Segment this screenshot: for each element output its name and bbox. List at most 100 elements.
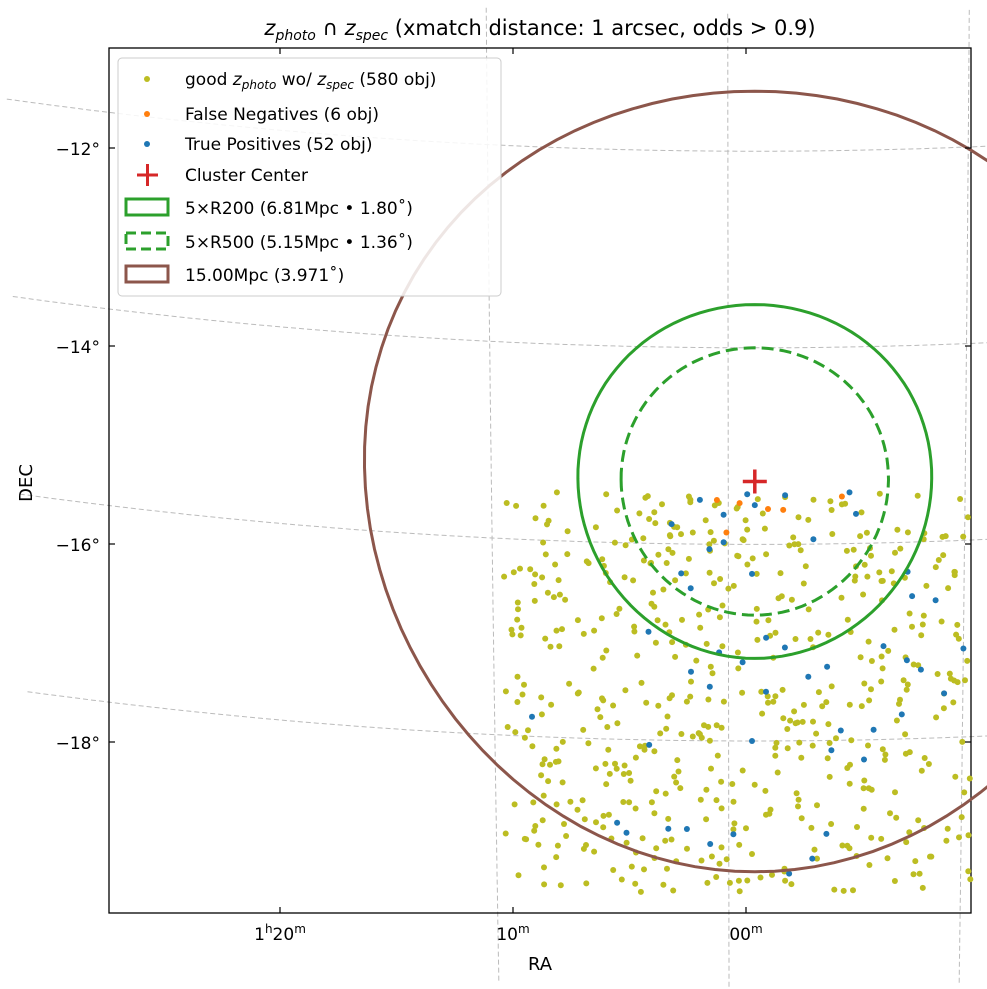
scatter-point: [538, 772, 545, 779]
scatter-point: [652, 639, 659, 646]
scatter-point: [710, 537, 717, 544]
scatter-point: [720, 539, 727, 546]
scatter-point: [598, 615, 605, 622]
scatter-point: [792, 720, 799, 727]
scatter-point: [854, 824, 860, 830]
scatter-point: [717, 576, 724, 582]
scatter-point: [718, 778, 725, 785]
scatter-point: [665, 546, 672, 553]
scatter-point: [826, 740, 833, 746]
scatter-point: [739, 659, 746, 666]
scatter-point: [757, 874, 764, 881]
scatter-point: [650, 589, 656, 596]
scatter-point: [709, 670, 716, 677]
scatter-point: [782, 492, 789, 499]
scatter-point: [733, 505, 740, 512]
scatter-point: [868, 552, 874, 559]
scatter-point: [916, 870, 923, 877]
scatter-point: [540, 502, 547, 509]
scatter-point: [585, 560, 592, 567]
scatter-point: [903, 686, 910, 693]
scatter-point: [915, 662, 922, 669]
scatter-point: [965, 832, 972, 839]
scatter-point: [805, 673, 812, 680]
scatter-point: [826, 773, 833, 780]
scatter-point: [696, 611, 703, 618]
scatter-point: [620, 771, 627, 777]
scatter-point: [833, 735, 839, 742]
scatter-point: [921, 755, 928, 761]
scatter-point: [881, 756, 888, 763]
scatter-point: [662, 790, 669, 797]
scatter-point: [591, 627, 598, 634]
scatter-point: [603, 491, 610, 498]
data-layer: [362, 89, 987, 895]
scatter-point: [739, 689, 746, 696]
scatter-point: [638, 679, 645, 686]
scatter-point: [628, 863, 635, 870]
scatter-point: [938, 618, 945, 625]
scatter-point: [743, 825, 749, 832]
scatter-point: [701, 722, 707, 729]
scatter-point: [530, 799, 537, 806]
scatter-point: [517, 565, 523, 572]
scatter-point: [904, 681, 911, 688]
scatter-point: [903, 657, 910, 664]
scatter-point: [864, 573, 871, 580]
scatter-point: [697, 624, 704, 631]
scatter-point: [713, 497, 720, 503]
scatter-point: [892, 549, 898, 556]
scatter-point: [751, 781, 758, 788]
scatter-point: [605, 746, 612, 753]
scatter-point: [772, 693, 779, 700]
scatter-point: [917, 666, 924, 673]
scatter-point: [918, 632, 925, 639]
scatter-point: [791, 708, 798, 715]
scatter-point: [868, 834, 875, 841]
scatter-point: [653, 845, 660, 852]
scatter-point: [542, 551, 549, 558]
scatter-point: [795, 514, 802, 521]
scatter-point: [736, 888, 743, 895]
scatter-point: [600, 824, 607, 831]
scatter-point: [514, 616, 521, 623]
scatter-point: [561, 821, 567, 827]
scatter-point: [622, 542, 629, 549]
scatter-point: [605, 811, 612, 818]
scatter-point: [532, 571, 539, 578]
scatter-point: [734, 552, 741, 559]
grid-line-dec: [6, 98, 987, 152]
scatter-point: [670, 887, 677, 894]
scatter-point: [825, 631, 832, 638]
scatter-point: [943, 837, 950, 844]
scatter-point: [707, 841, 714, 847]
scatter-point: [941, 690, 948, 697]
scatter-point: [742, 517, 749, 524]
scatter-point: [555, 577, 562, 584]
radius-circle: [619, 346, 891, 617]
scatter-point: [824, 755, 831, 762]
scatter-point: [797, 547, 804, 554]
x-axis-label: RA: [528, 954, 553, 975]
scatter-point: [954, 679, 961, 686]
scatter-point: [879, 746, 886, 753]
scatter-point: [512, 729, 519, 736]
scatter-point: [805, 516, 812, 523]
scatter-point: [556, 591, 563, 598]
scatter-point: [795, 796, 802, 803]
scatter-point: [706, 683, 713, 690]
scatter-point: [766, 810, 773, 817]
scatter-point: [614, 507, 621, 514]
scatter-point: [621, 762, 628, 769]
scatter-point: [618, 876, 625, 883]
scatter-point: [802, 563, 809, 570]
scatter-point: [674, 757, 681, 764]
scatter-point: [583, 880, 590, 887]
chart-title: zphoto ∩ zspec (xmatch distance: 1 arcse…: [263, 16, 815, 44]
scatter-point: [539, 574, 546, 581]
scatter-point: [831, 886, 838, 893]
scatter-point: [574, 617, 581, 624]
scatter-point: [860, 805, 867, 812]
scatter-point: [636, 743, 643, 750]
scatter-point: [946, 670, 953, 677]
